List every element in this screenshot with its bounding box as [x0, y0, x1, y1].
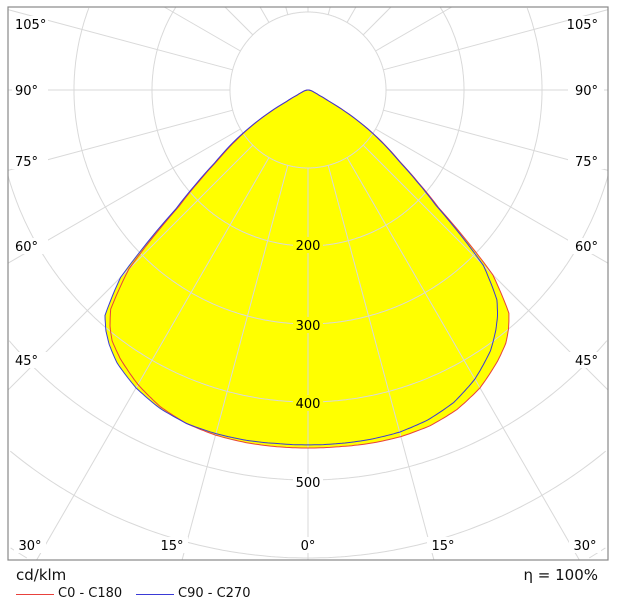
ring-label-bg — [293, 474, 323, 490]
plot-border — [7, 6, 609, 561]
legend-label: C90 - C270 — [178, 586, 251, 601]
ring-label-bg — [293, 317, 323, 333]
grid-radial-135-left — [224, 6, 254, 36]
angle-label-right-90: 90° — [575, 84, 598, 99]
grid-radial-30-left — [36, 157, 270, 561]
grid-radial-30-right — [346, 157, 580, 561]
fill-area-1 — [105, 90, 498, 445]
grid-radial-120-right — [375, 6, 453, 52]
angle-label-bottom-4: 30° — [573, 539, 596, 554]
grid-radial-15-left — [181, 165, 289, 561]
angle-label-bg — [569, 537, 601, 553]
angle-label-bottom-3: 15° — [431, 539, 454, 554]
grid-radial-150-left — [259, 6, 270, 23]
legend-item-c90-c270: C90 - C270 — [136, 586, 250, 602]
ring-label-400: 400 — [296, 397, 321, 412]
angle-label-bg — [12, 16, 48, 32]
grid-radial-135-right — [362, 6, 392, 36]
ring-label-500: 500 — [296, 476, 321, 491]
grid-ring-200 — [151, 7, 465, 247]
angle-label-right-75: 75° — [575, 155, 598, 170]
ring-label-300: 300 — [296, 319, 321, 334]
ring-label-bg — [293, 395, 323, 411]
grid-radial-150-right — [346, 6, 357, 23]
angle-label-right-60: 60° — [575, 240, 598, 255]
grid-ring-300 — [73, 7, 543, 325]
grid-radial-165-right — [327, 6, 331, 15]
polar-intensity-chart: 200 300 400 500 105° 105° 90° 90° 75° 75° 60° 60° 45… — [7, 6, 609, 561]
grid-radial-165-left — [285, 6, 289, 15]
angle-label-bg — [568, 153, 604, 169]
angle-label-bg — [568, 352, 604, 368]
angle-label-bottom-2: 0° — [301, 539, 316, 554]
angle-label-left-105: 105° — [15, 18, 46, 33]
grid-radial-45-right — [362, 144, 609, 391]
angle-label-bg — [427, 537, 459, 553]
efficiency-label: η = 100% — [523, 566, 599, 584]
angle-label-left-45: 45° — [15, 354, 38, 369]
unit-label: cd/klm — [16, 566, 67, 584]
angle-label-bg — [14, 537, 46, 553]
angle-label-bg — [568, 16, 604, 32]
angle-label-bg — [568, 82, 604, 98]
angle-label-right-105: 105° — [567, 18, 598, 33]
angle-label-bottom-1: 15° — [160, 539, 183, 554]
angle-label-bg — [292, 537, 324, 553]
ring-label-200: 200 — [296, 239, 321, 254]
grid-radial-120-left — [163, 6, 241, 52]
grid-radial-15-right — [327, 165, 435, 561]
angle-label-bg — [12, 82, 48, 98]
angle-label-bg — [12, 153, 48, 169]
series-line-c90-c270 — [104, 89, 498, 446]
ring-label-bg — [293, 237, 323, 253]
legend-swatch-blue — [136, 593, 174, 595]
legend-item-c0-c180: C0 - C180 — [16, 586, 122, 602]
angle-label-bg — [568, 238, 604, 254]
plot-area — [7, 6, 609, 561]
legend-swatch-red — [16, 593, 54, 595]
angle-label-left-90: 90° — [15, 84, 38, 99]
angle-label-bg — [12, 238, 48, 254]
angle-label-bg — [156, 537, 188, 553]
angle-label-left-75: 75° — [15, 155, 38, 170]
angle-label-left-60: 60° — [15, 240, 38, 255]
angle-label-right-45: 45° — [575, 354, 598, 369]
legend-label: C0 - C180 — [58, 586, 123, 601]
angle-label-bg — [12, 352, 48, 368]
angle-label-bottom-0: 30° — [18, 539, 41, 554]
